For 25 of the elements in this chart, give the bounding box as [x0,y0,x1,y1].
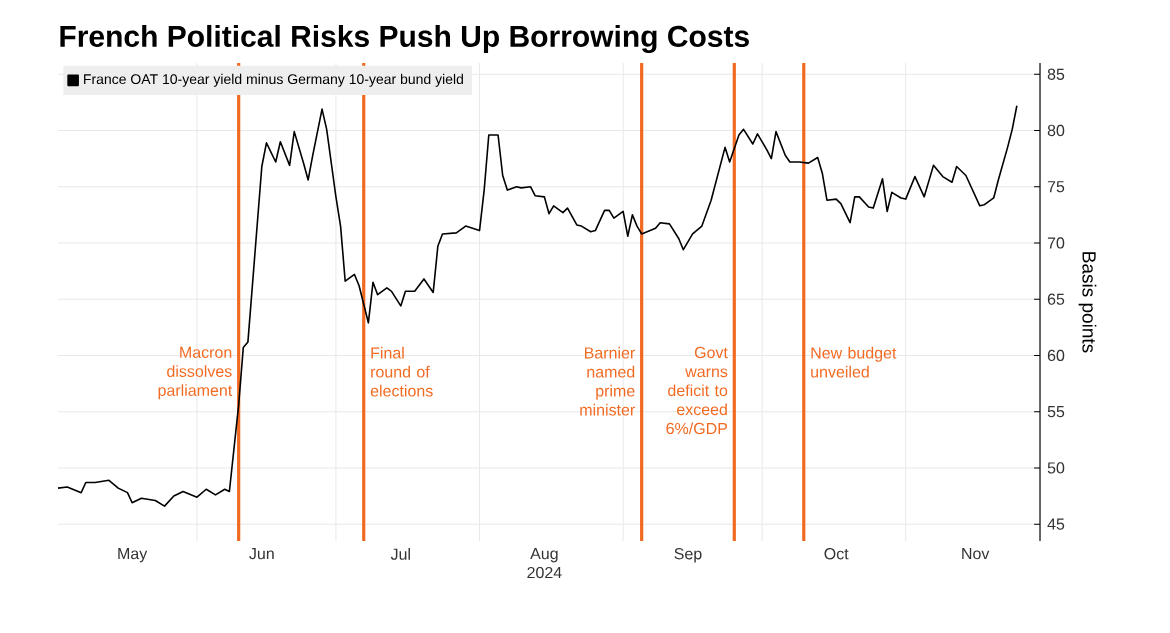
ref-line-label: Govt warns deficit to exceed 6%/GDP [666,346,728,435]
x-tick-label: Aug 2024 [527,548,562,579]
y-tick-label: 55 [1047,406,1065,418]
y-tick-label: 65 [1047,293,1065,305]
y-tick-label: 70 [1047,237,1065,249]
y-tick-label: 45 [1047,518,1065,530]
ref-line-label: Macron dissolves parliament [158,346,233,400]
y-tick-label: 85 [1047,68,1065,80]
x-tick-label: Sep [674,548,702,563]
ref-line-label: Final round of elections [370,346,433,397]
legend-label: France OAT 10-year yield minus Germany 10-year bund yield [84,73,463,87]
x-tick-label: Jun [249,548,274,560]
x-tick-label: May [118,548,148,563]
line-series [57,104,1018,507]
x-tick-label: Nov [962,548,990,560]
y-tick-label: 75 [1047,181,1065,193]
x-tick-label: Oct [824,548,849,560]
y-axis-title: Basis points [1078,252,1097,353]
ref-line-label: Barnier named prime minister [580,346,635,416]
y-tick-label: 50 [1047,462,1065,474]
y-tick-label: 60 [1047,349,1065,362]
chart-title: French Political Risks Push Up Borrowing Costs [60,24,749,54]
x-tick-label: Jul [390,548,410,560]
y-tick-label: 80 [1047,124,1065,137]
ref-line-label: New budget unveiled [811,346,897,378]
